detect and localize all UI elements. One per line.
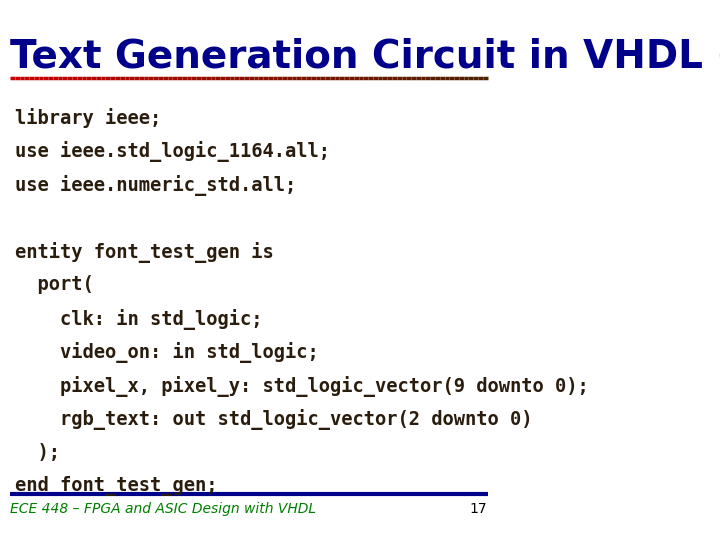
Text: 17: 17 [470, 502, 487, 516]
Text: ECE 448 – FPGA and ASIC Design with VHDL: ECE 448 – FPGA and ASIC Design with VHDL [10, 502, 316, 516]
Text: pixel_x, pixel_y: std_logic_vector(9 downto 0);: pixel_x, pixel_y: std_logic_vector(9 dow… [15, 376, 589, 397]
Text: library ieee;: library ieee; [15, 108, 161, 128]
Text: clk: in std_logic;: clk: in std_logic; [15, 309, 262, 330]
Text: entity font_test_gen is: entity font_test_gen is [15, 242, 274, 263]
Text: rgb_text: out std_logic_vector(2 downto 0): rgb_text: out std_logic_vector(2 downto … [15, 409, 532, 430]
Text: video_on: in std_logic;: video_on: in std_logic; [15, 342, 319, 363]
Text: );: ); [15, 443, 60, 462]
Text: use ieee.std_logic_1164.all;: use ieee.std_logic_1164.all; [15, 141, 330, 163]
Text: use ieee.numeric_std.all;: use ieee.numeric_std.all; [15, 175, 296, 196]
Text: port(: port( [15, 275, 94, 294]
Text: end font_test_gen;: end font_test_gen; [15, 476, 217, 496]
Text: Text Generation Circuit in VHDL (1): Text Generation Circuit in VHDL (1) [10, 38, 720, 76]
